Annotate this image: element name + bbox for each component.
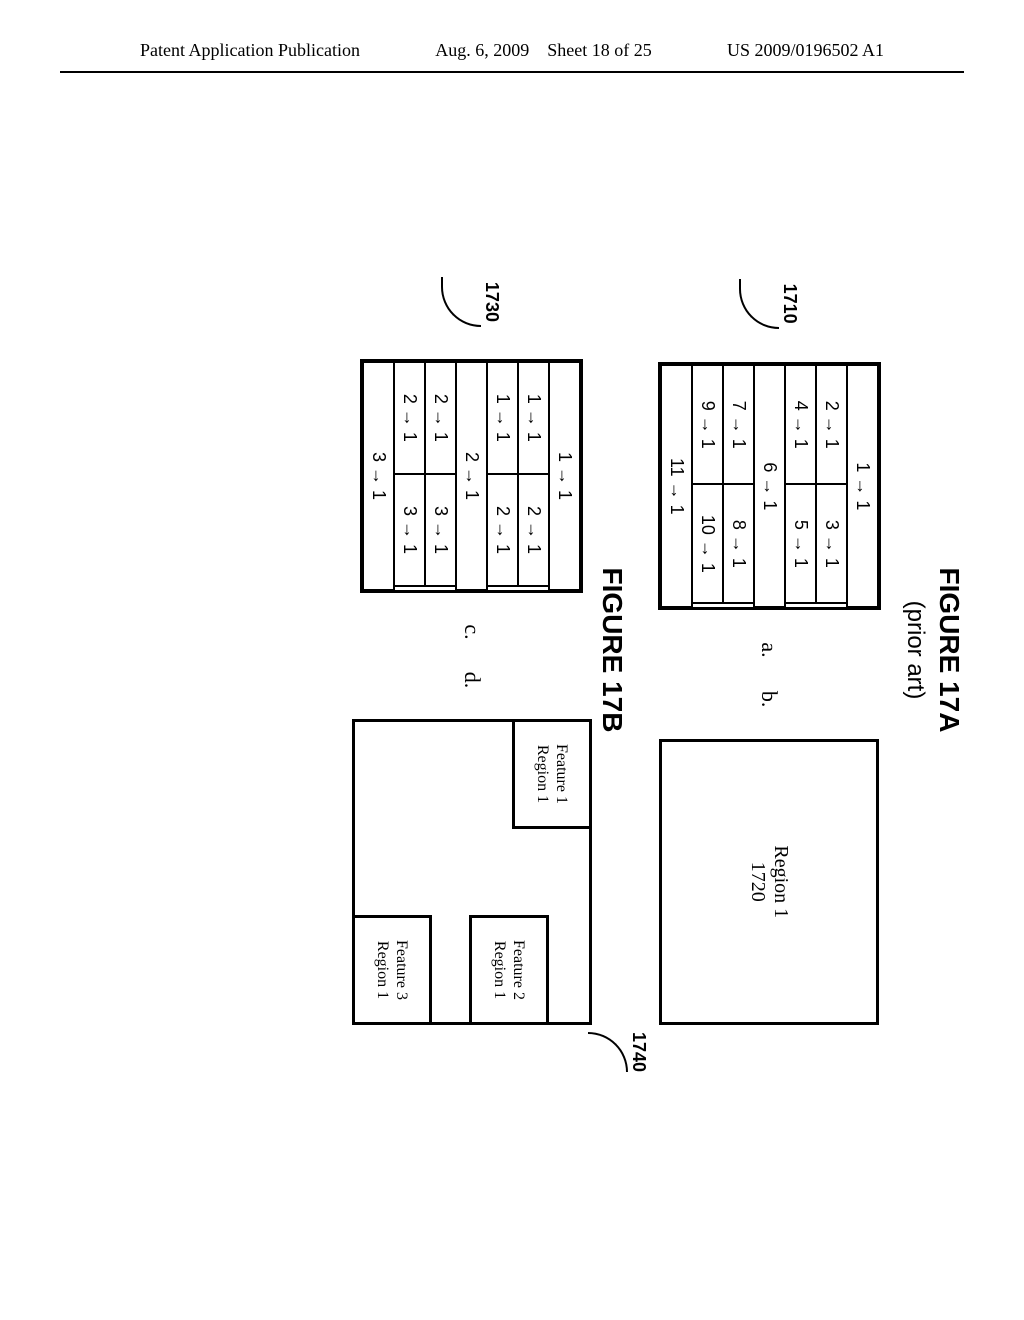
region-line2: 1720: [747, 862, 770, 902]
grid-cell: 6 → 1: [753, 364, 786, 608]
grid-row: 4 → 1 5 → 1: [785, 365, 816, 607]
grid-cell: 7 → 1: [722, 364, 755, 485]
grid-cell: 10 → 1: [691, 483, 724, 604]
grid-cell: 3 → 1: [394, 473, 427, 587]
header-sheet: Sheet 18 of 25: [547, 40, 651, 60]
fig-b-row: 1730 1 → 1 1 → 1 2 → 1 1 → 1 2 → 1 2 → 1…: [352, 275, 592, 1025]
callout-1740: 1740: [588, 1032, 649, 1072]
figure-area: FIGURE 17A (prior art) 1710 1 → 1 2 → 1 …: [65, 275, 965, 1025]
page-header: Patent Application Publication Aug. 6, 2…: [60, 0, 964, 73]
grid-row: 2 → 1 3 → 1: [816, 365, 847, 607]
fig-a-row: 1710 1 → 1 2 → 1 3 → 1 4 → 1 5 → 1 6 → 1…: [658, 275, 881, 1025]
grid-cell: 1 → 1: [487, 361, 520, 475]
callout-1730-label: 1730: [482, 282, 503, 322]
grid-row: 2 → 1 3 → 1: [395, 362, 426, 590]
header-left: Patent Application Publication: [140, 40, 360, 61]
grid-cell: 2 → 1: [456, 361, 489, 591]
grid-cell: 3 → 1: [363, 361, 396, 591]
feature-3-cell: Feature 3 Region 1: [352, 915, 432, 1025]
callout-1730: 1730: [442, 275, 503, 329]
grid-cell: 2 → 1: [487, 473, 520, 587]
grid-cell: 1 → 1: [518, 361, 551, 475]
callout-arc-icon: [442, 277, 482, 327]
grid-cell: 3 → 1: [815, 483, 848, 604]
feature-1-cell: Feature 1 Region 1: [512, 719, 592, 829]
grid-cell: 11 → 1: [660, 364, 693, 608]
grid-cell: 2 → 1: [815, 364, 848, 485]
grid-row: 7 → 1 8 → 1: [723, 365, 754, 607]
callout-arc-icon: [588, 1032, 628, 1072]
feature-line: Feature 3: [392, 940, 411, 1000]
grid-cell: 1 → 1: [549, 361, 582, 591]
grid-row: 9 → 1 10 → 1: [692, 365, 723, 607]
grid-cell: 2 → 1: [518, 473, 551, 587]
fig-a-subtitle: (prior art): [901, 275, 929, 1025]
header-right: US 2009/0196502 A1: [727, 40, 884, 61]
header-center: Aug. 6, 2009 Sheet 18 of 25: [435, 40, 651, 61]
sublabel-d: d.: [459, 671, 485, 689]
grid-cell: 3 → 1: [425, 473, 458, 587]
sublabel-a: a.: [757, 640, 783, 659]
sublabel-b: b.: [757, 690, 783, 709]
feature-line: Region 1: [533, 745, 552, 803]
feature-2-cell: Feature 2 Region 1: [469, 915, 549, 1025]
region-line1: Region 1: [770, 845, 793, 918]
grid-b: 1 → 1 1 → 1 2 → 1 1 → 1 2 → 1 2 → 1 2 → …: [361, 359, 584, 593]
callout-1710-label: 1710: [779, 284, 800, 324]
feature-line: Feature 1: [552, 744, 571, 804]
fig-b-title: FIGURE 17B: [596, 275, 628, 1025]
header-date: Aug. 6, 2009: [435, 40, 529, 60]
grid-cell: 5 → 1: [784, 483, 817, 604]
grid-row: 1 → 1 2 → 1: [488, 362, 519, 590]
callout-1710: 1710: [739, 275, 800, 332]
region-box-1720: Region 1 1720: [660, 739, 880, 1025]
grid-cell: 2 → 1: [394, 361, 427, 475]
sublabel-c: c.: [459, 623, 485, 641]
grid-cell: 9 → 1: [691, 364, 724, 485]
feature-line: Feature 2: [509, 940, 528, 1000]
feature-box-1740: 1740 Feature 1 Region 1 Feature 2 Region…: [352, 719, 592, 1025]
callout-1740-label: 1740: [628, 1032, 649, 1072]
callout-arc-icon: [739, 279, 779, 329]
grid-a: 1 → 1 2 → 1 3 → 1 4 → 1 5 → 1 6 → 1 7 → …: [658, 362, 881, 610]
feature-line: Region 1: [490, 941, 509, 999]
grid-row: 2 → 1 3 → 1: [426, 362, 457, 590]
grid-cell: 2 → 1: [425, 361, 458, 475]
grid-cell: 8 → 1: [722, 483, 755, 604]
grid-cell: 4 → 1: [784, 364, 817, 485]
grid-cell: 1 → 1: [846, 364, 879, 608]
grid-row: 1 → 1 2 → 1: [519, 362, 550, 590]
fig-a-title: FIGURE 17A: [933, 275, 965, 1025]
feature-line: Region 1: [373, 941, 392, 999]
